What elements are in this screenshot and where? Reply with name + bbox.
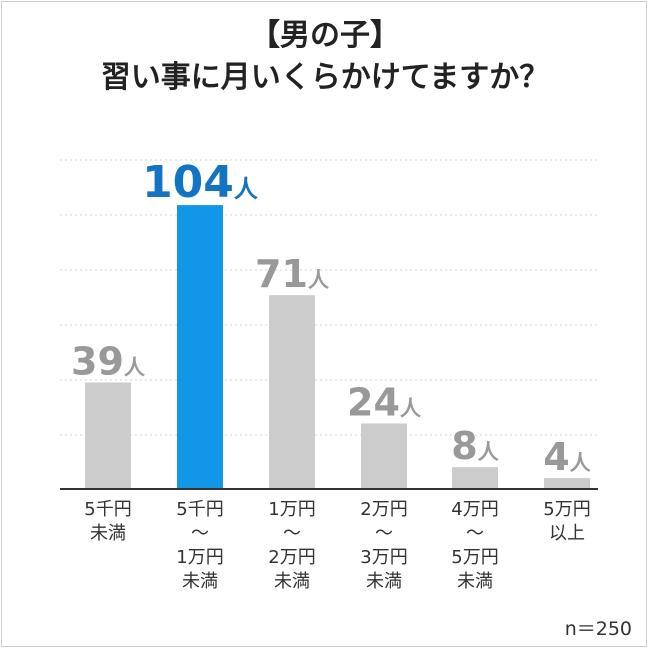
data-label: 71人	[255, 252, 329, 296]
tick-label-line: 5万円	[451, 547, 498, 568]
data-label-unit: 人	[234, 175, 258, 203]
chart-title-line-2: 習い事に月いくらかけてますか？	[100, 60, 550, 95]
tick-label-line: 2万円	[360, 499, 407, 520]
bar	[544, 478, 590, 489]
tick-label: 1万円〜 2万円未満	[268, 499, 315, 592]
data-label-value: 4	[543, 435, 569, 479]
tick-label-line: 以上	[549, 523, 585, 544]
tick-label: 5万円以上	[543, 499, 590, 544]
tick-label: 4万円〜 5万円未満	[451, 499, 498, 592]
data-label-unit: 人	[124, 356, 145, 380]
tick-label-line: 未満	[90, 523, 126, 544]
tick-label-line: 5万円	[543, 499, 590, 520]
data-label: 8人	[451, 424, 498, 468]
chart-title-line-1: 【男の子】	[250, 18, 400, 53]
tick-label-line: 3万円	[360, 547, 407, 568]
data-label-value: 39	[71, 340, 124, 384]
tick-label-line: 2万円	[268, 547, 315, 568]
tick-label: 5千円〜 1万円未満	[176, 499, 223, 592]
data-label-unit: 人	[308, 268, 329, 292]
data-label-value: 8	[451, 424, 477, 468]
tick-label-line: 5千円	[84, 499, 131, 520]
tick-label-line: 〜	[191, 523, 209, 544]
bar	[85, 382, 131, 489]
bar	[269, 295, 315, 489]
tick-label-line: 未満	[182, 571, 218, 592]
tick-label-line: 〜	[466, 523, 484, 544]
tick-label-line: 1万円	[176, 547, 223, 568]
data-label-unit: 人	[400, 396, 421, 420]
data-label-value: 71	[255, 252, 308, 296]
tick-label-line: 未満	[457, 571, 493, 592]
bar	[452, 467, 498, 489]
tick-label-line: 未満	[366, 571, 402, 592]
data-label: 24人	[347, 380, 421, 424]
tick-label: 2万円〜 3万円未満	[360, 499, 407, 592]
bar	[361, 423, 407, 489]
data-label-unit: 人	[478, 440, 499, 464]
data-label: 104人	[142, 157, 258, 208]
tick-label-line: 未満	[274, 571, 310, 592]
data-label-unit: 人	[570, 451, 591, 475]
tick-label-line: 〜	[283, 523, 301, 544]
data-label-value: 104	[142, 157, 234, 208]
sample-size-label: n＝250	[564, 618, 632, 640]
data-label: 39人	[71, 340, 145, 384]
tick-label-line: 5千円	[176, 499, 223, 520]
data-label-value: 24	[347, 380, 400, 424]
tick-label-line: 〜	[375, 523, 393, 544]
tick-label-line: 4万円	[451, 499, 498, 520]
tick-label-line: 1万円	[268, 499, 315, 520]
data-label: 4人	[543, 435, 590, 479]
tick-label: 5千円未満	[84, 499, 131, 544]
bar	[177, 205, 223, 489]
